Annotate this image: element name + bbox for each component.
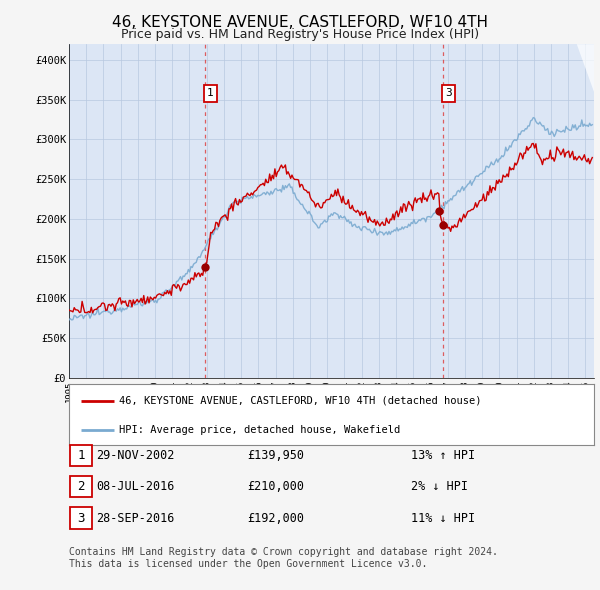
Text: 3: 3 xyxy=(77,512,85,525)
FancyBboxPatch shape xyxy=(70,476,92,497)
FancyBboxPatch shape xyxy=(70,445,92,466)
Text: HPI: Average price, detached house, Wakefield: HPI: Average price, detached house, Wake… xyxy=(119,425,400,435)
Text: Contains HM Land Registry data © Crown copyright and database right 2024.: Contains HM Land Registry data © Crown c… xyxy=(69,547,498,557)
Text: Price paid vs. HM Land Registry's House Price Index (HPI): Price paid vs. HM Land Registry's House … xyxy=(121,28,479,41)
Text: 1: 1 xyxy=(207,88,214,99)
Text: £210,000: £210,000 xyxy=(248,480,305,493)
Text: 46, KEYSTONE AVENUE, CASTLEFORD, WF10 4TH (detached house): 46, KEYSTONE AVENUE, CASTLEFORD, WF10 4T… xyxy=(119,396,481,406)
Text: 3: 3 xyxy=(445,88,452,99)
Text: 46, KEYSTONE AVENUE, CASTLEFORD, WF10 4TH: 46, KEYSTONE AVENUE, CASTLEFORD, WF10 4T… xyxy=(112,15,488,30)
Text: This data is licensed under the Open Government Licence v3.0.: This data is licensed under the Open Gov… xyxy=(69,559,427,569)
FancyBboxPatch shape xyxy=(70,507,92,529)
Text: 2% ↓ HPI: 2% ↓ HPI xyxy=(411,480,468,493)
Text: 2: 2 xyxy=(77,480,85,493)
Text: £192,000: £192,000 xyxy=(248,512,305,525)
Text: 29-NOV-2002: 29-NOV-2002 xyxy=(96,449,174,462)
Text: 11% ↓ HPI: 11% ↓ HPI xyxy=(411,512,475,525)
Polygon shape xyxy=(577,44,594,92)
Text: 08-JUL-2016: 08-JUL-2016 xyxy=(96,480,174,493)
Text: 1: 1 xyxy=(77,449,85,462)
Text: 13% ↑ HPI: 13% ↑ HPI xyxy=(411,449,475,462)
Text: 28-SEP-2016: 28-SEP-2016 xyxy=(96,512,174,525)
Text: £139,950: £139,950 xyxy=(248,449,305,462)
